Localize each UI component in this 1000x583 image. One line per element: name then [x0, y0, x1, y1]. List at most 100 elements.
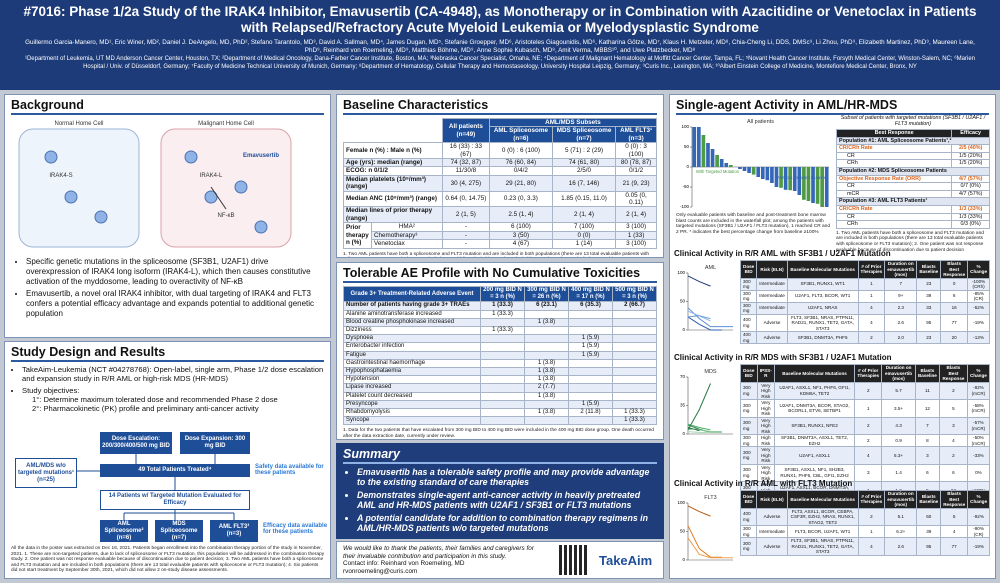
table-cell	[568, 367, 613, 377]
table-cell	[612, 375, 657, 385]
table-cell: 16 (7, 146)	[551, 174, 617, 192]
table-cell: CR/CRh Rate	[835, 204, 953, 214]
blast-chart: 0 50 100 FLT3	[677, 495, 733, 562]
chart-title: FLT3	[704, 495, 716, 501]
protein-icon	[204, 190, 218, 204]
y-tick-label: 0	[686, 164, 689, 169]
table-cell	[480, 350, 525, 360]
table-cell: 400 mg	[739, 313, 758, 332]
table-cell: 300 mg	[740, 399, 758, 418]
table-cell: 1	[854, 399, 883, 418]
ae-panel: Tolerable AE Profile with No Cumulative …	[336, 262, 664, 440]
table-cell	[612, 367, 657, 377]
bar	[742, 167, 747, 171]
table-cell: 7	[884, 277, 918, 291]
table-cell: U2AF1, FLT3, BCOR, WT1	[786, 289, 859, 303]
table-cell: Intermediate	[756, 289, 788, 303]
y-tick-label: 70	[680, 374, 686, 379]
table-cell: 1 (5.9)	[568, 334, 613, 344]
bar	[747, 167, 751, 173]
mechanism-diagram: Normal Home Cell Malignant Home Cell IRAK4…	[18, 121, 292, 248]
section-heading: Baseline Characteristics	[343, 98, 657, 115]
section-heading: Single-agent Activity in AML/HR-MDS	[676, 98, 989, 115]
line	[687, 307, 733, 328]
table-cell: 1/5 (20%)	[951, 159, 990, 168]
y-tick-label: -100	[680, 204, 690, 209]
column-header: Blasts Best Response	[939, 364, 968, 383]
group-title: Population #3: AML FLT3 Patients¹	[836, 197, 990, 206]
bullet-list: TakeAim-Leukemia (NCT #04278768): Open-l…	[11, 365, 324, 413]
column-header: IPSS-R	[756, 364, 776, 383]
table-cell	[568, 317, 613, 328]
group-title: Population #2: MDS Spliceosome Patients	[836, 166, 990, 176]
column-header: Risk (ELN)	[756, 260, 788, 279]
column-header: Baseline Molecular Mutations	[786, 260, 859, 279]
table-cell: U2AF1, ASXL1	[774, 446, 856, 465]
table-cell	[568, 358, 613, 369]
table-cell: 2	[854, 416, 883, 435]
table-cell: 0/1/2	[615, 166, 657, 176]
flow-note: Safety data available for these patients	[255, 464, 324, 476]
table-cell: 5.7	[881, 381, 916, 400]
table-cell: 2	[857, 507, 886, 526]
table-cell	[480, 383, 525, 393]
table-cell: 33	[916, 301, 942, 315]
table-cell: 4	[857, 313, 886, 332]
table-cell: Median ANC (10⁹/mm³) (range)	[343, 190, 443, 208]
table-cell	[568, 375, 613, 385]
table-cell	[480, 375, 525, 385]
header-row: Dose BID Risk (ELN) Baseline Molecular Mut…	[739, 260, 990, 279]
table-cell: Dyspnoea	[343, 334, 481, 344]
header-row: Grade 3+ Treatment-Related Adverse Event…	[343, 285, 657, 303]
table-cell: 300 mg	[739, 277, 758, 291]
table-cell: Rhabdomyolysis	[343, 408, 481, 418]
clinical-table: Dose BID Risk (ELN) Baseline Molecular Mut…	[739, 260, 990, 344]
table-cell	[480, 408, 525, 418]
table-cell: 1 (3.8)	[524, 358, 569, 369]
table-cell: -	[441, 239, 490, 249]
table-cell: 95	[916, 537, 942, 556]
table-row: CR 1/5 (20%)	[835, 151, 990, 161]
flow-node: 14 Patients w/ Targeted Mutation Evaluat…	[100, 490, 250, 510]
table-row: 300 mg Intermediate FLT3, BCOR, U2AF1, WT1…	[739, 525, 990, 538]
table-row: Rhabdomyolysis 1 (3.8) 2 (11.8) 1 (33.3)	[343, 408, 657, 418]
group-title: Population #1: AML Spliceosome Patients¹…	[836, 136, 990, 146]
footnote: All the data in the poster was extracted…	[11, 546, 325, 574]
table-cell: -82% (mCR)	[966, 381, 991, 400]
table-cell: 5.1	[884, 507, 918, 526]
column-header: Dose BID	[739, 260, 758, 279]
table-cell: Lipase increased	[343, 383, 481, 393]
table-cell: 1/5 (20%)	[951, 151, 990, 161]
table-row: Dyspnoea 1 (5.9)	[343, 334, 657, 344]
thanks-text: We would like to thank the patients, the…	[343, 545, 534, 560]
group-row: Population #2: MDS Spliceosome Patients	[836, 166, 990, 176]
table-cell: -58% (mCR)	[966, 399, 991, 418]
table-cell: FLT3, BCOR, U2AF1, WT1	[786, 525, 859, 538]
bullet: Study objectives:1°: Determine maximum t…	[22, 386, 324, 414]
table-cell: 2	[939, 446, 968, 465]
table-cell: 1 (33.3)	[612, 416, 657, 426]
table-cell: 1 (3.8)	[524, 367, 569, 377]
table-cell	[612, 350, 657, 360]
arrow	[210, 186, 227, 210]
column-header: Grade 3+ Treatment-Related Adverse Event	[343, 285, 481, 303]
table-cell: 16	[940, 301, 969, 315]
title: #7016: Phase 1/2a Study of the IRAK4 Inh…	[23, 4, 977, 35]
table-cell: HMA²	[371, 222, 443, 232]
group-row: Population #3: AML FLT3 Patients¹	[836, 197, 990, 206]
column-header: Dose BID	[740, 364, 758, 383]
table-cell: 1 (14)	[551, 239, 617, 249]
background-panel: Background Normal Home Cell Malignant Hom…	[4, 94, 331, 338]
table-cell: 0/4/2	[488, 166, 553, 176]
table-cell: FLT3, SF3B1, NRAS, PTPN11, RAD21, RUNX1,…	[786, 537, 859, 556]
table-cell: Enterobacter infection	[343, 342, 481, 352]
table-cell: Blood creatine phosphokinase increased	[343, 317, 481, 328]
table-cell: Adverse	[756, 537, 788, 556]
table-cell: -	[441, 222, 490, 232]
table-cell: -90% (CR)	[967, 525, 990, 538]
table-cell: 300 mg	[740, 434, 758, 447]
table-cell	[568, 383, 613, 393]
table-cell: 2 (1, 4)	[615, 206, 657, 224]
table-cell: 4.3	[881, 416, 916, 435]
table-cell: 300 mg	[740, 416, 758, 435]
